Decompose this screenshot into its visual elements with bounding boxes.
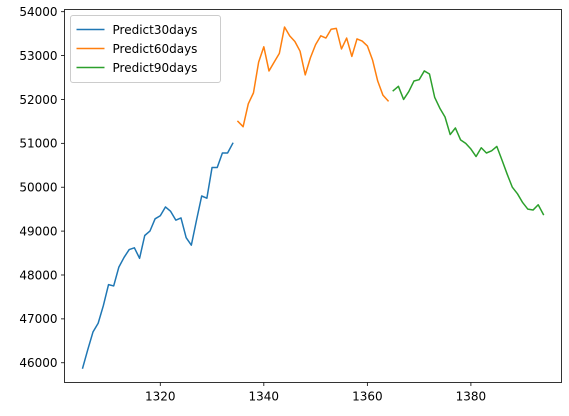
x-axis: 1320 1340 1360 1380 (145, 382, 487, 404)
y-tick-label: 46000 (19, 356, 57, 370)
y-tick-label: 54000 (19, 5, 57, 19)
series-line-predict60days (236, 26, 390, 128)
y-tick-label: 47000 (19, 312, 57, 326)
y-axis: 46000 47000 48000 49000 50000 51000 52000 53000… (19, 5, 65, 370)
y-tick-label: 49000 (19, 224, 57, 238)
y-tick-label: 52000 (19, 93, 57, 107)
legend-label: Predict90days (113, 61, 198, 75)
y-tick-label: 53000 (19, 49, 57, 63)
y-tick-label: 51000 (19, 137, 57, 151)
legend-box (70, 15, 221, 83)
legend: Predict30days Predict60days Predict90days (70, 15, 221, 83)
series-line-predict90days (392, 70, 545, 216)
plot-frame (64, 9, 562, 383)
x-tick-label: 1320 (145, 390, 176, 404)
y-tick-label: 50000 (19, 181, 57, 195)
x-tick-label: 1340 (249, 390, 280, 404)
x-tick-label: 1380 (456, 390, 487, 404)
legend-label: Predict60days (113, 42, 198, 56)
legend-label: Predict30days (113, 23, 198, 37)
series-layer (81, 26, 545, 369)
x-tick-label: 1360 (352, 390, 383, 404)
series-line-predict30days (81, 142, 234, 369)
y-tick-label: 48000 (19, 268, 57, 282)
